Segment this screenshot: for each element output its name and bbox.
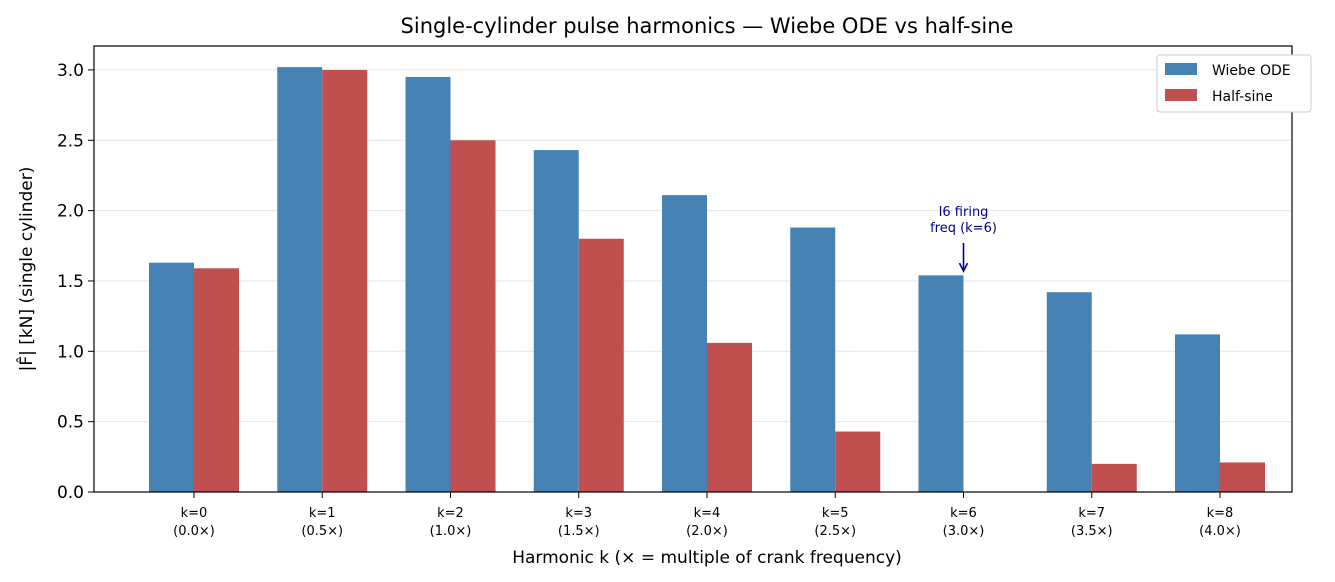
legend-label-wiebe: Wiebe ODE bbox=[1212, 63, 1291, 79]
y-tick-label: 1.5 bbox=[57, 272, 84, 292]
bar-wiebe-k7 bbox=[1046, 292, 1092, 492]
bar-wiebe-k4 bbox=[662, 195, 707, 492]
legend-swatch-wiebe bbox=[1165, 63, 1197, 75]
x-tick-sublabel: (0.5×) bbox=[301, 524, 343, 539]
annotation-line2: freq (k=6) bbox=[930, 221, 997, 236]
x-axis: k=0 (0.0×) k=1 (0.5×) k=2 (1.0×) k=3 (1.5×) k=4 (… bbox=[173, 492, 1241, 539]
bar-wiebe-k1 bbox=[277, 67, 323, 493]
x-tick-sublabel: (1.0×) bbox=[430, 524, 472, 539]
chart-title: Single-cylinder pulse harmonics — Wiebe … bbox=[401, 14, 1014, 38]
bars bbox=[149, 67, 1265, 493]
bar-wiebe-k8 bbox=[1175, 334, 1220, 492]
x-tick-sublabel: (1.5×) bbox=[558, 524, 600, 539]
bar-half-sine-k1 bbox=[322, 69, 368, 493]
y-axis: 0.0 0.5 1.0 1.5 2.0 2.5 3.0 bbox=[57, 61, 94, 503]
legend-swatch-half-sine bbox=[1165, 89, 1197, 101]
y-tick-label: 3.0 bbox=[57, 61, 84, 81]
x-tick-sublabel: (3.0×) bbox=[943, 524, 985, 539]
legend-label-half-sine: Half-sine bbox=[1212, 89, 1273, 105]
bar-wiebe-k3 bbox=[533, 150, 579, 492]
bar-half-sine-k3 bbox=[578, 238, 624, 492]
bar-half-sine-k2 bbox=[450, 140, 496, 492]
y-axis-label: |F̂| [kN] (single cylinder) bbox=[16, 167, 37, 372]
bar-wiebe-k2 bbox=[405, 76, 451, 492]
annotation-arrow-head bbox=[958, 262, 969, 273]
bar-half-sine-k4 bbox=[707, 342, 752, 492]
x-tick-label: k=0 bbox=[181, 506, 208, 521]
x-tick-label: k=3 bbox=[565, 506, 592, 521]
x-tick-label: k=2 bbox=[437, 506, 464, 521]
x-tick-sublabel: (2.5×) bbox=[814, 524, 856, 539]
x-tick-label: k=1 bbox=[309, 506, 336, 521]
bar-half-sine-k0 bbox=[194, 268, 239, 492]
plot-frame bbox=[93, 45, 1293, 493]
y-tick-label: 0.5 bbox=[57, 413, 84, 433]
x-tick-label: k=6 bbox=[950, 506, 977, 521]
legend: Wiebe ODE Half-sine bbox=[1156, 54, 1312, 113]
x-tick-sublabel: (2.0×) bbox=[686, 524, 728, 539]
bar-wiebe-k0 bbox=[149, 262, 194, 492]
y-tick-label: 2.5 bbox=[57, 131, 84, 151]
bar-wiebe-k5 bbox=[790, 227, 836, 492]
annotation-line1: I6 firing bbox=[939, 205, 989, 220]
y-tick-label: 0.0 bbox=[57, 483, 84, 503]
bar-half-sine-k5 bbox=[835, 431, 881, 492]
x-tick-label: k=4 bbox=[694, 506, 721, 521]
x-tick-label: k=5 bbox=[822, 506, 849, 521]
bar-half-sine-k8 bbox=[1220, 462, 1265, 492]
y-tick-label: 1.0 bbox=[57, 342, 84, 362]
bar-wiebe-k6 bbox=[918, 275, 964, 492]
x-tick-sublabel: (4.0×) bbox=[1199, 524, 1241, 539]
x-tick-label: k=7 bbox=[1078, 506, 1105, 521]
x-tick-sublabel: (0.0×) bbox=[173, 524, 215, 539]
bar-half-sine-k7 bbox=[1091, 463, 1137, 492]
x-tick-label: k=8 bbox=[1207, 506, 1234, 521]
y-tick-label: 2.0 bbox=[57, 202, 84, 222]
x-axis-label: Harmonic k (× = multiple of crank freque… bbox=[512, 548, 902, 568]
x-tick-sublabel: (3.5×) bbox=[1071, 524, 1113, 539]
